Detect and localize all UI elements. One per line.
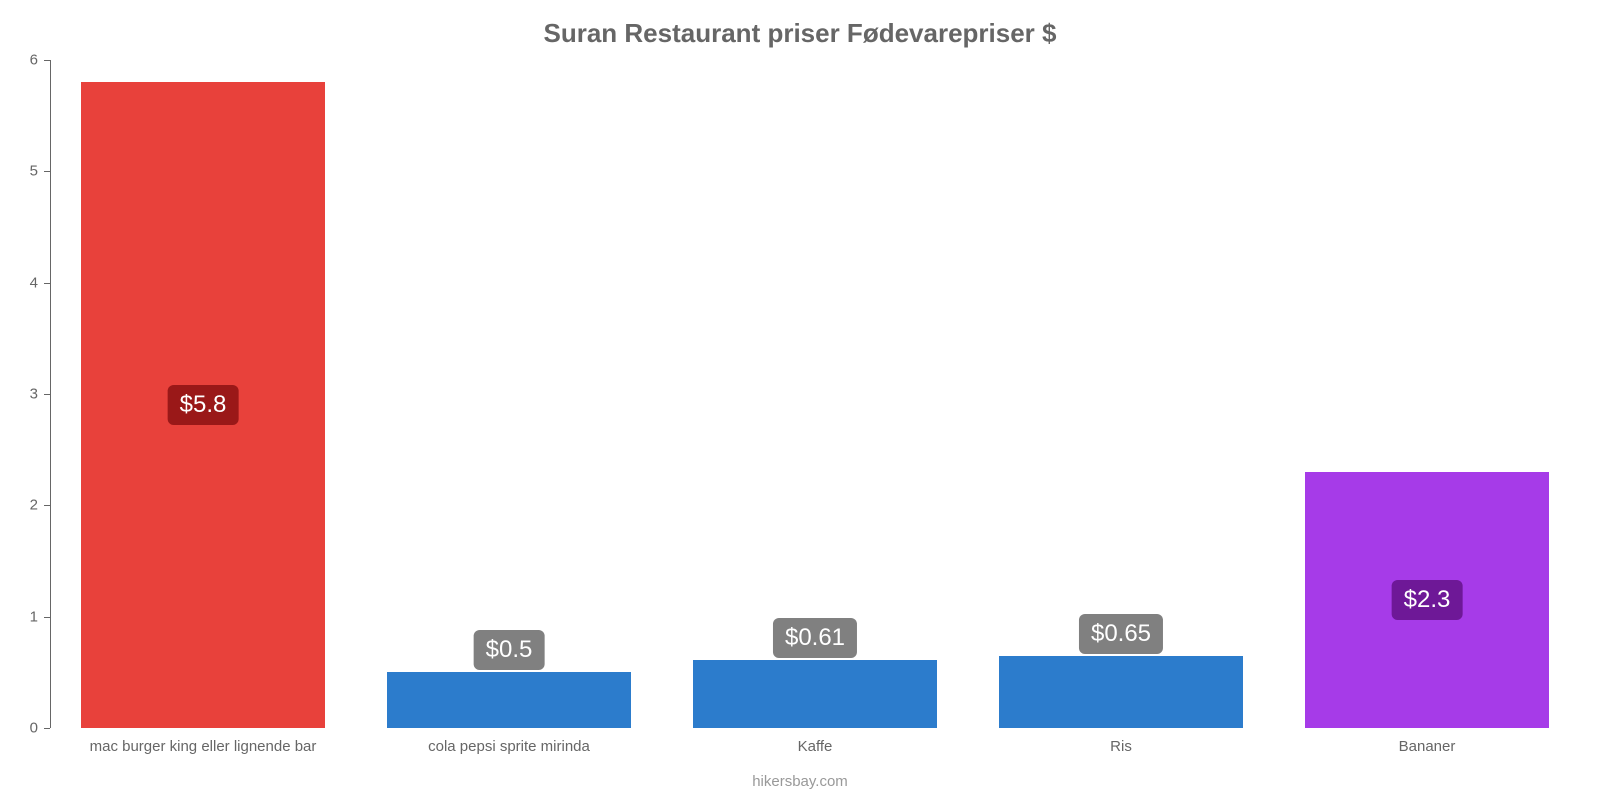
chart-title: Suran Restaurant priser Fødevarepriser $	[0, 18, 1600, 49]
value-badge: $0.65	[1079, 614, 1163, 654]
chart-footer: hikersbay.com	[0, 773, 1600, 790]
x-tick-label: Kaffe	[798, 738, 833, 755]
bar-chart: Suran Restaurant priser Fødevarepriser $…	[0, 0, 1600, 800]
value-badge: $5.8	[168, 385, 239, 425]
y-axis: 0123456	[0, 60, 50, 728]
x-tick-label: Ris	[1110, 738, 1132, 755]
y-tick-label: 0	[30, 720, 38, 737]
bar	[693, 660, 938, 728]
y-tick-label: 5	[30, 163, 38, 180]
value-badge: $0.5	[474, 630, 545, 670]
value-badge: $0.61	[773, 618, 857, 658]
x-tick-label: Bananer	[1399, 738, 1456, 755]
y-tick-mark	[44, 171, 50, 172]
y-tick-label: 3	[30, 386, 38, 403]
plot-area: $5.8 $0.5 $0.61 $0.65 $2.3	[50, 60, 1580, 728]
x-axis: mac burger king eller lignende bar cola p…	[50, 732, 1580, 762]
x-tick-label: cola pepsi sprite mirinda	[428, 738, 590, 755]
bar	[387, 672, 632, 728]
y-tick-mark	[44, 505, 50, 506]
y-tick-mark	[44, 283, 50, 284]
y-tick-mark	[44, 617, 50, 618]
y-tick-mark	[44, 728, 50, 729]
value-badge: $2.3	[1392, 580, 1463, 620]
y-tick-mark	[44, 394, 50, 395]
y-tick-label: 4	[30, 274, 38, 291]
y-tick-label: 6	[30, 52, 38, 69]
y-tick-label: 2	[30, 497, 38, 514]
y-tick-label: 1	[30, 608, 38, 625]
bar	[999, 656, 1244, 728]
x-tick-label: mac burger king eller lignende bar	[90, 738, 317, 755]
y-tick-mark	[44, 60, 50, 61]
